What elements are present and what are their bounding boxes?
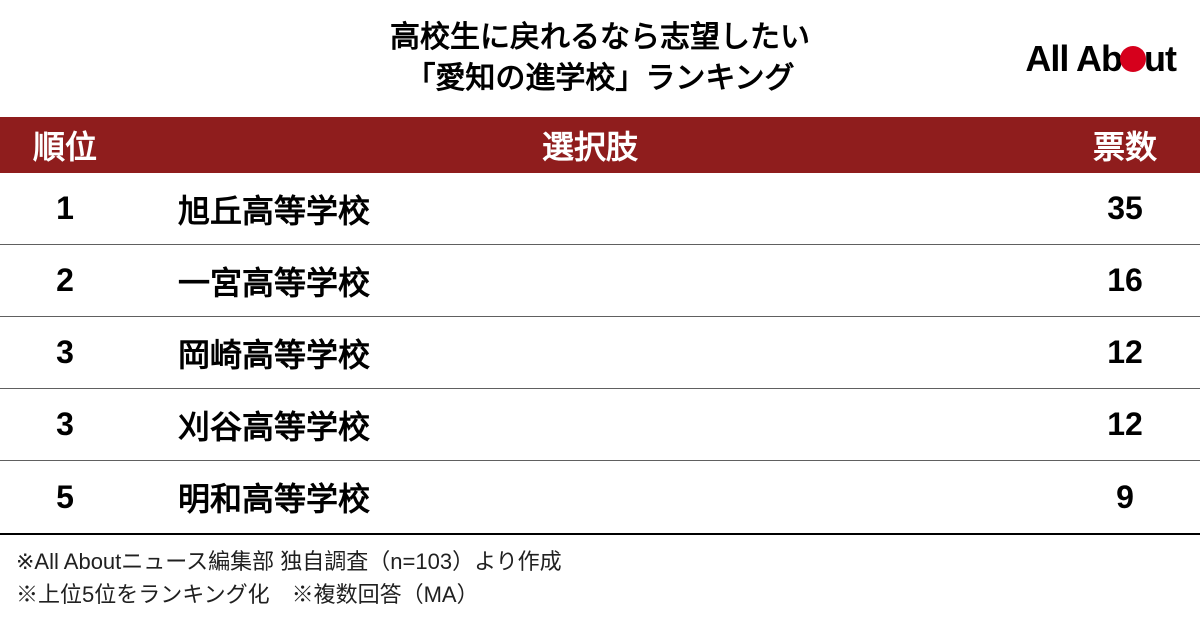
cell-rank: 1 — [0, 190, 130, 227]
table-row: 2一宮高等学校16 — [0, 245, 1200, 317]
logo-dot-icon — [1120, 46, 1146, 72]
title-line-1: 高校生に戻れるなら志望したい — [390, 18, 810, 59]
cell-choice: 刈谷高等学校 — [130, 402, 1050, 448]
page-title: 高校生に戻れるなら志望したい 「愛知の進学校」ランキング — [390, 18, 810, 99]
cell-choice: 岡崎高等学校 — [130, 330, 1050, 376]
allabout-logo: All Ab ut — [1025, 38, 1176, 80]
ranking-container: 高校生に戻れるなら志望したい 「愛知の進学校」ランキング All Ab ut 順位… — [0, 0, 1200, 627]
table-row: 5明和高等学校9 — [0, 461, 1200, 533]
table-row: 1旭丘高等学校35 — [0, 173, 1200, 245]
cell-votes: 16 — [1050, 262, 1200, 299]
cell-rank: 5 — [0, 479, 130, 516]
title-line-2: 「愛知の進学校」ランキング — [390, 59, 810, 100]
column-header-choice: 選択肢 — [130, 122, 1050, 168]
table-body: 1旭丘高等学校352一宮高等学校163岡崎高等学校123刈谷高等学校125明和高… — [0, 173, 1200, 533]
footnote-2: ※上位5位をランキング化 ※複数回答（MA） — [16, 578, 1184, 611]
footnote-1: ※All Aboutニュース編集部 独自調査（n=103）より作成 — [16, 545, 1184, 578]
cell-rank: 3 — [0, 406, 130, 443]
table-row: 3刈谷高等学校12 — [0, 389, 1200, 461]
logo-text-left: All Ab — [1025, 38, 1122, 79]
cell-votes: 35 — [1050, 190, 1200, 227]
table-header: 順位 選択肢 票数 — [0, 117, 1200, 173]
cell-votes: 9 — [1050, 479, 1200, 516]
footnotes: ※All Aboutニュース編集部 独自調査（n=103）より作成 ※上位5位を… — [0, 533, 1200, 627]
cell-choice: 一宮高等学校 — [130, 258, 1050, 304]
logo-text-right: ut — [1144, 38, 1176, 79]
cell-choice: 旭丘高等学校 — [130, 186, 1050, 232]
cell-choice: 明和高等学校 — [130, 474, 1050, 520]
header-row: 高校生に戻れるなら志望したい 「愛知の進学校」ランキング All Ab ut — [0, 0, 1200, 117]
column-header-rank: 順位 — [0, 122, 130, 168]
table-row: 3岡崎高等学校12 — [0, 317, 1200, 389]
cell-rank: 2 — [0, 262, 130, 299]
cell-votes: 12 — [1050, 334, 1200, 371]
column-header-votes: 票数 — [1050, 122, 1200, 168]
cell-votes: 12 — [1050, 406, 1200, 443]
cell-rank: 3 — [0, 334, 130, 371]
